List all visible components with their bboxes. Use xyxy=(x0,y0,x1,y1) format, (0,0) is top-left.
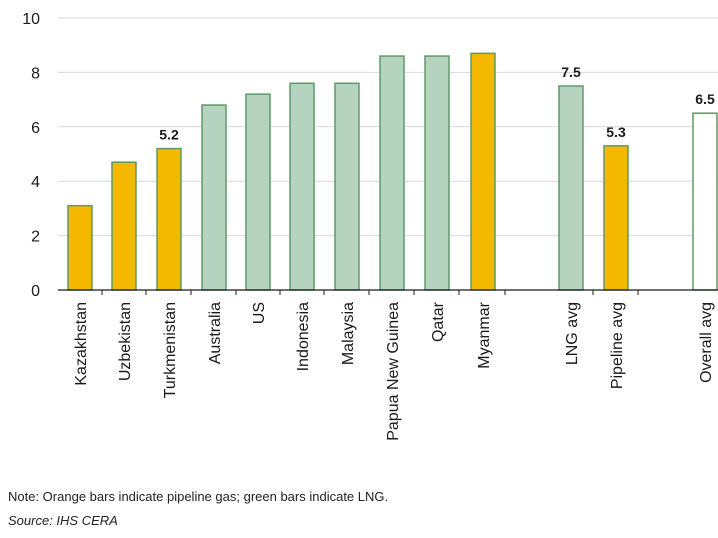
data-label: 5.2 xyxy=(159,127,179,143)
y-tick-label: 6 xyxy=(31,120,40,137)
data-label: 7.5 xyxy=(561,64,581,80)
bar-malaysia xyxy=(334,82,360,291)
x-tick-label: LNG avg xyxy=(564,302,581,365)
x-tick-label: Turkmenistan xyxy=(162,302,179,398)
data-label: 6.5 xyxy=(695,91,715,107)
x-tick-label: US xyxy=(251,302,268,324)
y-tick-label: 2 xyxy=(31,229,40,246)
bar-papua-new-guinea xyxy=(379,55,405,291)
bar-australia xyxy=(201,104,227,291)
bar-qatar xyxy=(424,55,450,291)
source-note: Source: IHS CERA xyxy=(8,513,118,528)
data-label: 5.3 xyxy=(606,124,626,140)
x-tick-label: Papua New Guinea xyxy=(385,302,402,441)
bar-overall-avg xyxy=(692,112,718,291)
bar-indonesia xyxy=(289,82,315,291)
x-tick-label: Myanmar xyxy=(476,301,493,368)
bar-pipeline-avg xyxy=(603,145,629,291)
bar-us xyxy=(245,93,271,291)
bar-myanmar xyxy=(470,52,496,291)
y-tick-label: 10 xyxy=(22,11,40,28)
footnote: Note: Orange bars indicate pipeline gas;… xyxy=(8,489,389,504)
bar-chart: 0 2 4 6 8 10 5.2 7.5 5.3 6.5 Kazakhstan Uzbekista… xyxy=(22,11,718,441)
x-tick-label: Uzbekistan xyxy=(117,302,134,381)
x-tick-label: Australia xyxy=(207,302,224,364)
x-tick-label: Overall avg xyxy=(698,302,715,383)
y-tick-label: 0 xyxy=(31,283,40,300)
bar-kazakhstan xyxy=(67,204,93,291)
x-tick-label: Kazakhstan xyxy=(73,302,90,386)
bar-uzbekistan xyxy=(111,161,137,291)
y-tick-label: 4 xyxy=(31,174,40,191)
bar-turkmenistan xyxy=(156,147,182,291)
x-tick-label: Pipeline avg xyxy=(609,302,626,389)
x-tick-label: Malaysia xyxy=(340,302,357,365)
x-tick-label: Indonesia xyxy=(295,302,312,371)
y-tick-label: 8 xyxy=(31,65,40,82)
y-axis-ticks: 0 2 4 6 8 10 xyxy=(22,11,40,300)
x-tick-label: Qatar xyxy=(430,301,447,342)
bar-lng-avg xyxy=(558,85,584,291)
data-labels: 5.2 7.5 5.3 6.5 xyxy=(159,64,715,143)
bars xyxy=(67,52,718,291)
x-axis-ticks: Kazakhstan Uzbekistan Turkmenistan Australi… xyxy=(73,290,715,441)
